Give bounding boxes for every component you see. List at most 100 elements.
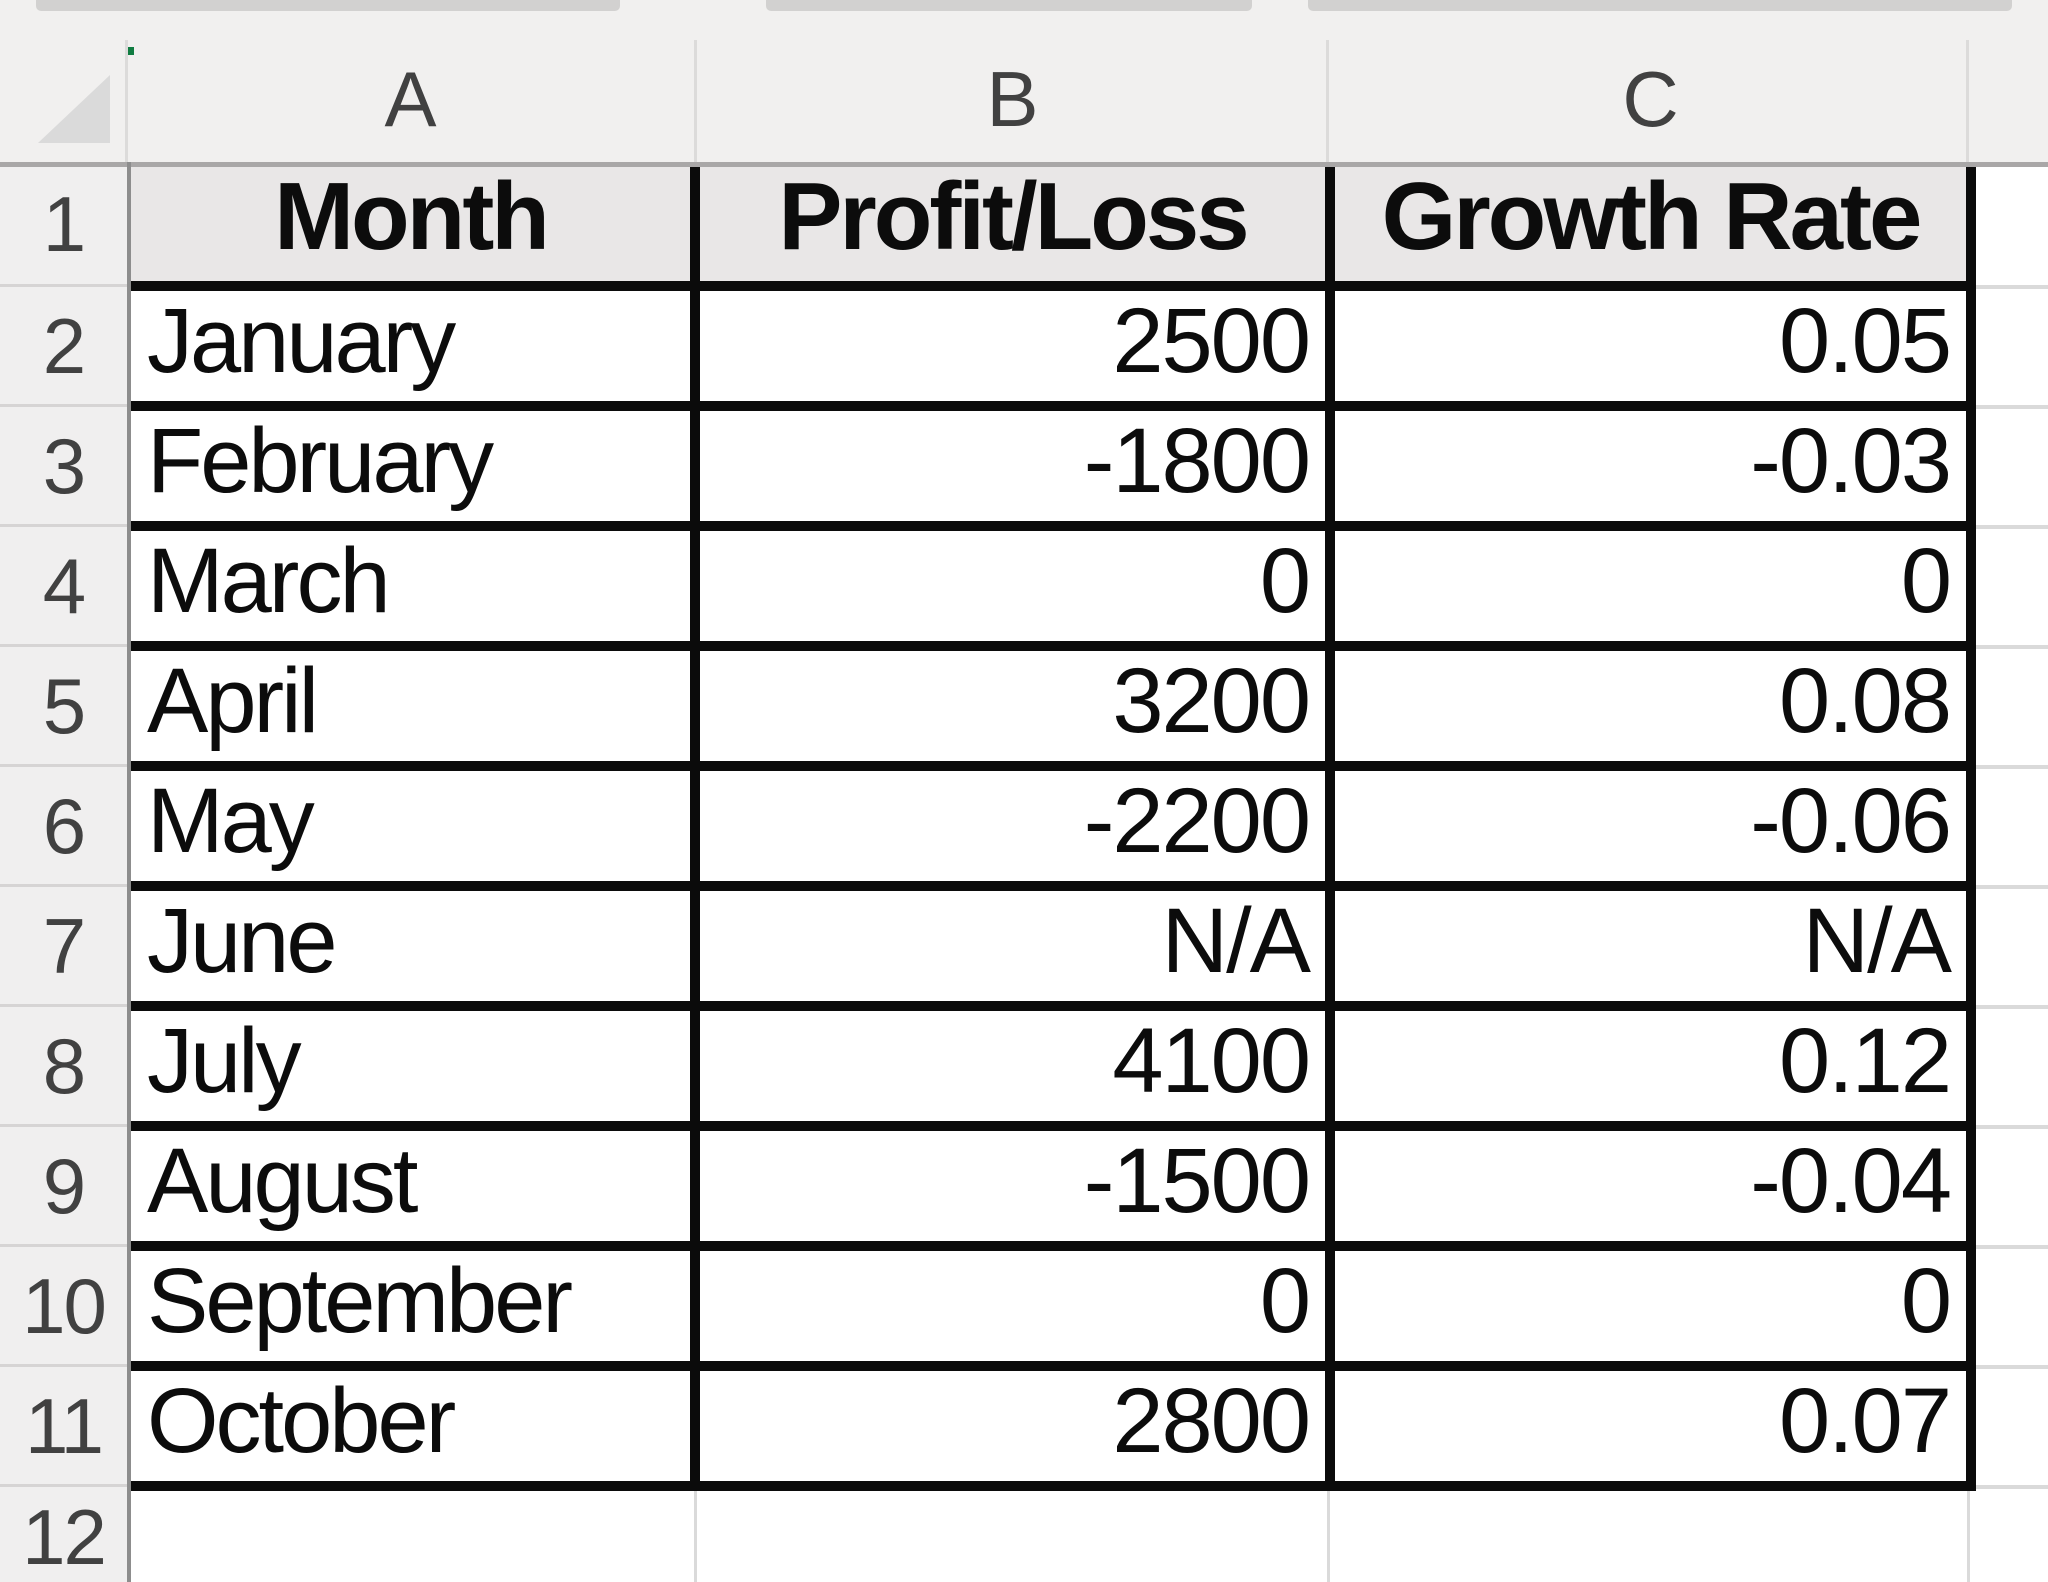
cell-A8[interactable]: July (147, 1010, 302, 1112)
row-header-separator (0, 644, 127, 647)
gridline (1976, 1125, 2048, 1129)
table-border (131, 641, 1976, 651)
cell-A11[interactable]: October (147, 1370, 456, 1472)
row-header-2[interactable]: 2 (42, 302, 86, 390)
column-header-B[interactable]: B (986, 55, 1039, 143)
ribbon-remnant (36, 0, 620, 11)
column-header-separator (1966, 40, 1969, 162)
gridline (1976, 525, 2048, 529)
cell-C4[interactable]: 0 (1900, 530, 1952, 632)
table-border (131, 281, 1976, 291)
row-header-edge (127, 162, 131, 1582)
cell-C11[interactable]: 0.07 (1778, 1370, 1952, 1472)
cell-B10[interactable]: 0 (1259, 1250, 1311, 1352)
row-header-separator (0, 284, 127, 287)
cell-A5[interactable]: April (147, 650, 319, 752)
cell-C9[interactable]: -0.04 (1750, 1130, 1952, 1232)
row-header-1[interactable]: 1 (42, 180, 86, 268)
cell-B6[interactable]: -2200 (1083, 770, 1311, 872)
cell-C8[interactable]: 0.12 (1778, 1010, 1952, 1112)
row-header-6[interactable]: 6 (42, 782, 86, 870)
table-border (131, 1481, 1976, 1491)
table-border (131, 1001, 1976, 1011)
table-border (1966, 167, 1976, 1491)
column-header-A[interactable]: A (384, 55, 437, 143)
gridline (1976, 1245, 2048, 1249)
cell-B5[interactable]: 3200 (1112, 650, 1311, 752)
table-border (131, 1361, 1976, 1371)
row-header-separator (0, 1124, 127, 1127)
cell-B2[interactable]: 2500 (1112, 290, 1311, 392)
column-header-C[interactable]: C (1622, 55, 1679, 143)
gridline (1976, 765, 2048, 769)
gridline (1976, 285, 2048, 289)
cell-A4[interactable]: March (147, 530, 391, 632)
cell-A9[interactable]: August (147, 1130, 418, 1232)
cell-C6[interactable]: -0.06 (1750, 770, 1952, 872)
gridline (694, 1491, 697, 1582)
cell-B11[interactable]: 2800 (1112, 1370, 1311, 1472)
cell-A1-month-header[interactable]: Month (131, 167, 690, 281)
cell-A12[interactable] (131, 1491, 690, 1582)
row-header-separator (0, 884, 127, 887)
row-header-separator (0, 1004, 127, 1007)
row-header-8[interactable]: 8 (42, 1022, 86, 1110)
column-header-bottom-edge (0, 162, 2048, 167)
column-header-separator (694, 40, 697, 162)
cell-B7[interactable]: N/A (1161, 890, 1311, 992)
cell-A2[interactable]: January (147, 290, 456, 392)
cell-B8[interactable]: 4100 (1112, 1010, 1311, 1112)
select-all-triangle-icon[interactable] (38, 75, 110, 143)
row-header-4[interactable]: 4 (42, 542, 86, 630)
ribbon-remnant (766, 0, 1252, 11)
cell-B4[interactable]: 0 (1259, 530, 1311, 632)
gridline (1327, 1491, 1330, 1582)
cell-C1-growth-header[interactable]: Growth Rate (1335, 167, 1966, 281)
table-border (1325, 167, 1335, 1491)
cell-C5[interactable]: 0.08 (1778, 650, 1952, 752)
cell-B3[interactable]: -1800 (1083, 410, 1311, 512)
cell-A10[interactable]: September (147, 1250, 573, 1352)
table-border (131, 521, 1976, 531)
cell-A6[interactable]: May (147, 770, 315, 872)
cell-B9[interactable]: -1500 (1083, 1130, 1311, 1232)
column-header-strip (0, 0, 2048, 162)
gridline (1967, 1491, 1970, 1582)
cell-C2[interactable]: 0.05 (1778, 290, 1952, 392)
cell-C7[interactable]: N/A (1802, 890, 1952, 992)
cell-A3[interactable]: February (147, 410, 494, 512)
row-header-3[interactable]: 3 (42, 422, 86, 510)
table-border (131, 401, 1976, 411)
ribbon-remnant (1308, 0, 2012, 11)
cell-A7[interactable]: June (147, 890, 338, 992)
table-border (131, 1121, 1976, 1131)
gridline (1976, 1485, 2048, 1489)
cell-C3[interactable]: -0.03 (1750, 410, 1952, 512)
cell-C12[interactable] (1335, 1491, 1966, 1582)
table-border (690, 167, 700, 1491)
row-header-separator (0, 524, 127, 527)
column-header-separator (1326, 40, 1329, 162)
row-header-separator (0, 764, 127, 767)
row-header-11[interactable]: 11 (25, 1382, 104, 1470)
gridline (1976, 645, 2048, 649)
row-header-separator (0, 1484, 127, 1487)
row-header-9[interactable]: 9 (42, 1142, 86, 1230)
cell-B12[interactable] (700, 1491, 1325, 1582)
row-header-7[interactable]: 7 (42, 902, 86, 990)
gridline (1976, 405, 2048, 409)
table-border (131, 761, 1976, 771)
row-header-12[interactable]: 12 (22, 1492, 107, 1581)
cell-C10[interactable]: 0 (1900, 1250, 1952, 1352)
excel-green-marker (126, 47, 134, 55)
gridline (1976, 1365, 2048, 1369)
row-header-10[interactable]: 10 (22, 1262, 107, 1350)
row-header-5[interactable]: 5 (42, 662, 86, 750)
cell-B1-profit-header[interactable]: Profit/Loss (700, 167, 1325, 281)
gridline (1976, 1005, 2048, 1009)
row-header-separator (0, 1364, 127, 1367)
table-border (131, 1241, 1976, 1251)
row-header-separator (0, 1244, 127, 1247)
table-border (131, 881, 1976, 891)
